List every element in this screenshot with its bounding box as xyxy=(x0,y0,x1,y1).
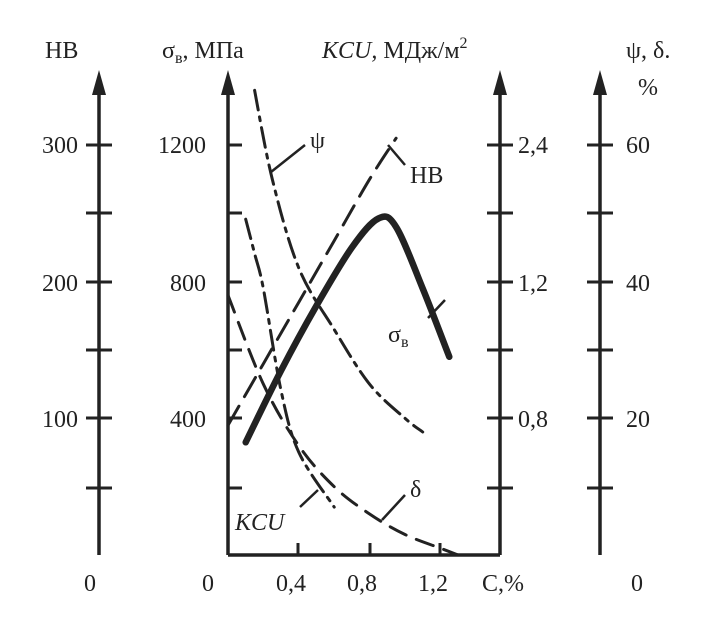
sigma-zero-label: 0 xyxy=(202,571,214,597)
series-sigma-line xyxy=(242,213,453,446)
y-ticks xyxy=(86,143,613,555)
series-kcu-line xyxy=(244,217,336,509)
hb-tick-label: 300 xyxy=(42,133,78,159)
series-hb-line xyxy=(226,136,398,427)
tick-labels: 300 200 100 0 1200 800 400 0 2,4 1,2 0,8… xyxy=(42,133,650,597)
sigma-tick-label: 400 xyxy=(170,407,206,433)
series-hb-label: НВ xyxy=(410,163,443,189)
hb-zero-label: 0 xyxy=(84,571,96,597)
kcu-axis-title-italic: KCU, xyxy=(321,38,377,64)
psi-delta-axis-unit: % xyxy=(638,75,658,101)
psi-zero-label: 0 xyxy=(631,571,643,597)
hb-leader xyxy=(387,144,406,166)
series-delta-label: δ xyxy=(410,477,421,503)
x-axis-label: С,% xyxy=(482,571,524,597)
sigma-axis-title-rest: , МПа xyxy=(183,38,245,64)
kcu-axis-title: KCU, МДж/м2 xyxy=(321,35,468,64)
series-sigma-label-sub: в xyxy=(401,334,409,351)
series-layer xyxy=(226,88,460,557)
series-sigma-label: σв xyxy=(388,322,409,351)
x-tick-label: 1,2 xyxy=(418,571,448,597)
sigma-leader xyxy=(427,299,446,319)
kcu-axis-title-sup: 2 xyxy=(460,35,468,52)
sigma-tick-label: 800 xyxy=(170,271,206,297)
hb-axis xyxy=(92,70,106,555)
psi-tick-label: 40 xyxy=(626,271,650,297)
psi-delta-axis xyxy=(593,70,607,555)
series-labels: ψ НВ σв δ KCU xyxy=(234,128,446,536)
psi-tick-label: 20 xyxy=(626,407,650,433)
kcu-tick-label: 0,8 xyxy=(518,407,548,433)
kcu-leader xyxy=(299,489,319,508)
sigma-axis xyxy=(221,70,235,555)
series-psi-line xyxy=(253,88,425,434)
sigma-axis-title-symbol: σ xyxy=(162,38,175,64)
psi-leader xyxy=(270,144,306,173)
sigma-axis-title: σв, МПа xyxy=(162,38,244,67)
series-psi-label: ψ xyxy=(310,128,325,154)
sigma-tick-label: 1200 xyxy=(158,133,206,159)
hb-tick-label: 100 xyxy=(42,407,78,433)
kcu-tick-label: 1,2 xyxy=(518,271,548,297)
kcu-tick-label: 2,4 xyxy=(518,133,548,159)
psi-delta-axis-title: ψ, δ. xyxy=(626,38,670,64)
series-sigma-label-symbol: σ xyxy=(388,322,401,348)
delta-leader xyxy=(381,494,406,521)
kcu-axis-title-rest: МДж/м xyxy=(377,38,459,64)
x-tick-label: 0,8 xyxy=(347,571,377,597)
hb-tick-label: 200 xyxy=(42,271,78,297)
sigma-axis-title-sub: в xyxy=(175,50,183,67)
x-tick-label: 0,4 xyxy=(276,571,306,597)
psi-tick-label: 60 xyxy=(626,133,650,159)
series-delta-line xyxy=(226,293,460,557)
hb-axis-title: НВ xyxy=(45,38,78,64)
kcu-axis xyxy=(493,70,507,555)
series-kcu-label: KCU xyxy=(234,510,286,536)
